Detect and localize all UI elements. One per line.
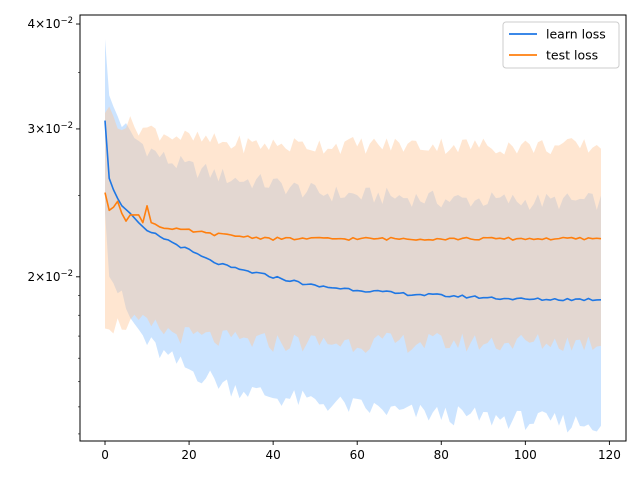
x-tick-label: 60 <box>350 448 365 462</box>
y-axis: 2×10−2 3×10−2 4×10−2 <box>28 16 80 435</box>
legend-label: learn loss <box>546 27 606 42</box>
band-learn-loss <box>105 39 601 433</box>
x-tick-label: 100 <box>514 448 537 462</box>
y-tick-label: 4×10−2 <box>28 16 74 31</box>
y-tick-label: 3×10−2 <box>28 121 74 136</box>
line-test-loss <box>104 192 602 241</box>
x-tick-label: 40 <box>265 448 280 462</box>
series-lines <box>104 120 602 302</box>
x-tick-label: 80 <box>434 448 449 462</box>
axes-frame <box>79 14 627 442</box>
line-learn-loss <box>104 120 602 302</box>
confidence-bands <box>105 39 601 433</box>
x-tick-label: 0 <box>101 448 109 462</box>
x-axis: 0 20 40 60 80 100 120 <box>101 441 621 462</box>
legend: learn loss test loss <box>502 21 620 69</box>
y-tick-label: 2×10−2 <box>28 269 74 284</box>
x-tick-label: 120 <box>598 448 621 462</box>
legend-label: test loss <box>546 48 598 63</box>
x-tick-label: 20 <box>181 448 196 462</box>
band-test-loss <box>105 106 601 353</box>
